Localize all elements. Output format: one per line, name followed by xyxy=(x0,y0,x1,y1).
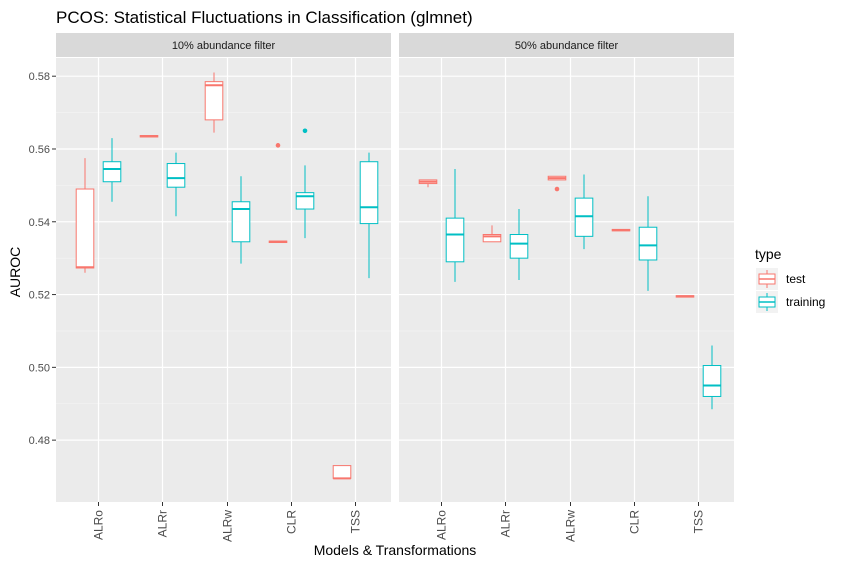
box-body xyxy=(295,192,315,210)
box-training xyxy=(359,152,379,279)
y-tick-label: 0.56 xyxy=(29,144,50,156)
box-body xyxy=(231,201,251,243)
legend-key-training xyxy=(756,291,778,313)
facet-strip-label: 50% abundance filter xyxy=(515,40,619,52)
x-tick-label: ALRo xyxy=(435,510,449,540)
box-body xyxy=(204,81,224,121)
box-body xyxy=(102,161,122,183)
box-body xyxy=(638,226,658,261)
panel-background xyxy=(399,58,734,502)
box-test xyxy=(482,225,502,243)
y-axis-label: AUROC xyxy=(7,247,23,298)
y-axis: 0.48 0.50 0.52 0.54 0.56 0.58 xyxy=(29,71,56,447)
box-test xyxy=(75,158,95,273)
x-tick-label: ALRr xyxy=(156,510,170,537)
box-test xyxy=(204,72,224,133)
box-test xyxy=(675,295,695,298)
box-test xyxy=(268,143,288,244)
box-training xyxy=(102,138,122,202)
y-tick-label: 0.48 xyxy=(29,435,50,447)
legend-key-test xyxy=(756,268,778,290)
y-tick-label: 0.54 xyxy=(29,217,50,229)
box-training xyxy=(231,176,251,264)
x-tick-label: ALRr xyxy=(499,510,513,537)
facet-strip xyxy=(399,33,734,57)
y-tick-label: 0.50 xyxy=(29,362,50,374)
box-body xyxy=(332,465,352,479)
box-body xyxy=(702,365,722,397)
box-training xyxy=(445,169,465,282)
box-training xyxy=(509,209,529,280)
box-training xyxy=(574,174,594,250)
x-tick-label: TSS xyxy=(692,510,706,533)
box-body xyxy=(509,234,529,259)
y-tick-label: 0.52 xyxy=(29,290,50,302)
y-tick-label: 0.58 xyxy=(29,71,50,83)
x-axis-label: Models & Transformations xyxy=(314,542,477,558)
facet-panel: 50% abundance filter ALRo ALRr ALRw CLR TSS xyxy=(399,33,734,542)
box-test xyxy=(611,228,631,232)
box-test xyxy=(418,179,438,188)
x-tick-label: ALRw xyxy=(564,510,578,542)
legend-title: type xyxy=(755,246,782,262)
outlier-point xyxy=(554,186,560,192)
box-body xyxy=(359,161,379,225)
panel-background xyxy=(56,58,391,502)
box-body xyxy=(482,234,502,243)
outlier-point xyxy=(302,128,308,134)
facet-strip-label: 10% abundance filter xyxy=(172,40,276,52)
legend: type test training xyxy=(755,246,825,313)
x-tick-label: ALRo xyxy=(92,510,106,540)
legend-label: test xyxy=(786,272,806,286)
box-training xyxy=(166,152,186,217)
outlier-point xyxy=(275,143,281,148)
facet-strip xyxy=(56,33,391,57)
chart-title: PCOS: Statistical Fluctuations in Classi… xyxy=(56,8,473,27)
facet-panel: 10% abundance filter ALRo ALRr ALRw CLR TSS xyxy=(56,33,391,542)
box-test xyxy=(332,465,352,480)
box-body xyxy=(166,163,186,188)
box-training xyxy=(702,345,722,410)
box-training xyxy=(638,196,658,291)
box-test xyxy=(139,135,159,138)
box-body xyxy=(445,217,465,263)
box-body xyxy=(75,188,95,269)
x-tick-label: CLR xyxy=(285,510,299,534)
x-tick-label: ALRw xyxy=(221,510,235,542)
box-training xyxy=(295,128,315,239)
x-tick-label: TSS xyxy=(349,510,363,533)
legend-label: training xyxy=(786,295,825,309)
x-tick-label: CLR xyxy=(628,510,642,534)
box-test xyxy=(547,175,567,192)
